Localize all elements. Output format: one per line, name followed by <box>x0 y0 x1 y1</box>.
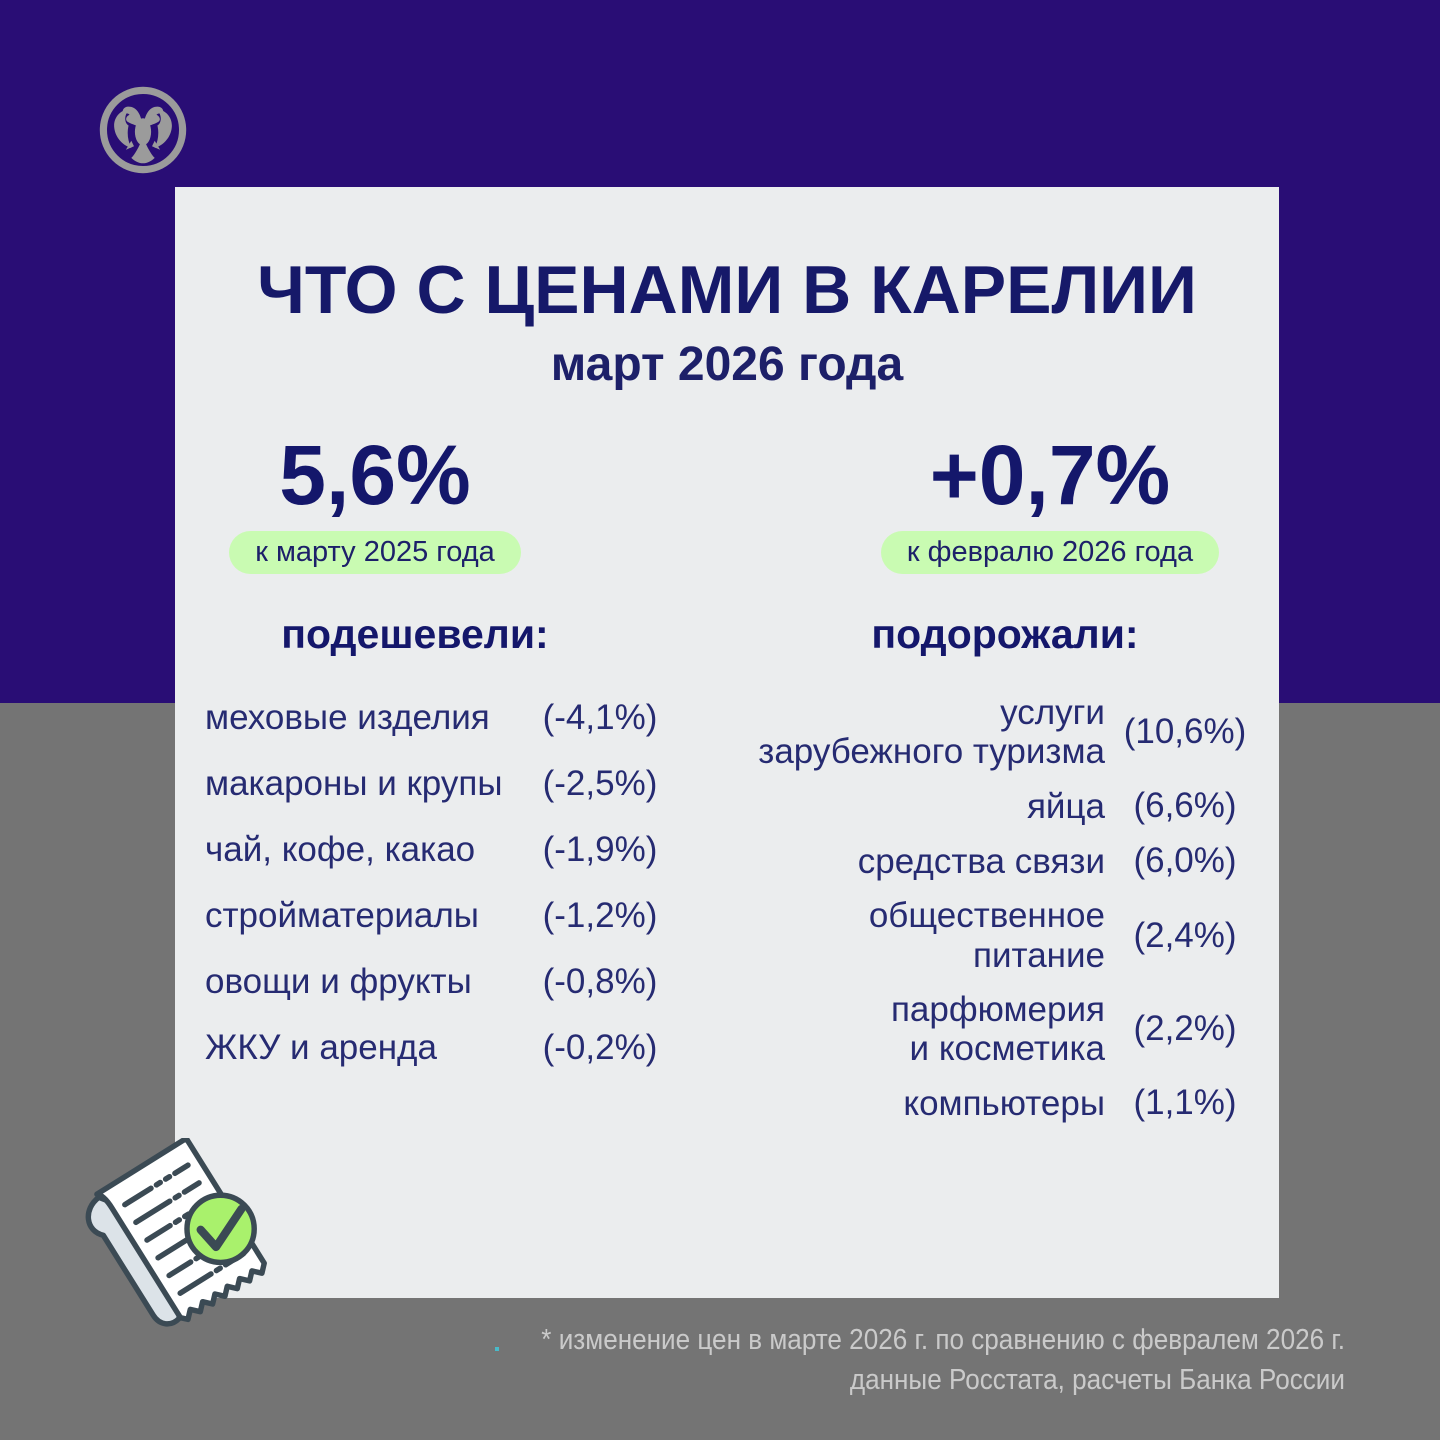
item-label: ЖКУ и аренда <box>205 1028 437 1067</box>
page-title: ЧТО С ЦЕНАМИ В КАРЕЛИИ <box>257 252 1197 328</box>
item-value: (-0,8%) <box>542 962 658 1001</box>
list-item: средства связи (6,0%) <box>695 841 1265 881</box>
cheaper-heading: подешевели: <box>281 611 549 657</box>
stat-annual-period-badge: к марту 2025 года <box>229 531 521 574</box>
item-label: чай, кофе, какао <box>205 830 476 869</box>
footnote-line2: данные Росстата, расчеты Банка России <box>849 1364 1345 1397</box>
teal-dot <box>495 1347 499 1351</box>
list-item: макароны и крупы (-2,5%) <box>205 764 670 803</box>
item-value: (2,4%) <box>1133 915 1237 955</box>
item-label: стройматериалы <box>205 896 479 935</box>
list-item: общественное питание (2,4%) <box>695 896 1265 974</box>
pricier-list: услуги зарубежного туризма (10,6%) яйца … <box>695 693 1265 1138</box>
item-label: макароны и крупы <box>205 764 503 803</box>
item-value: (-0,2%) <box>542 1028 658 1067</box>
stat-annual-value: 5,6% <box>279 428 471 522</box>
stat-monthly-period-badge: к февралю 2026 года <box>880 531 1220 574</box>
list-item: стройматериалы (-1,2%) <box>205 896 670 935</box>
list-item: ЖКУ и аренда (-0,2%) <box>205 1028 670 1067</box>
pricier-heading: подорожали: <box>871 611 1139 657</box>
page-subtitle: март 2026 года <box>550 338 904 391</box>
checkmark-icon <box>196 1204 246 1252</box>
item-value: (-1,2%) <box>542 896 658 935</box>
item-value: (6,6%) <box>1133 786 1237 826</box>
bank-of-russia-eagle-icon <box>98 85 188 175</box>
footnote: * изменение цен в марте 2026 г. по сравн… <box>541 1320 1345 1400</box>
item-label: овощи и фрукты <box>205 962 472 1001</box>
item-label: парфюмерия и косметика <box>890 989 1105 1068</box>
list-item: услуги зарубежного туризма (10,6%) <box>695 693 1265 771</box>
item-label: компьютеры <box>903 1083 1105 1123</box>
item-label: общественное питание <box>868 896 1105 975</box>
list-item: чай, кофе, какао (-1,9%) <box>205 830 670 869</box>
item-value: (1,1%) <box>1133 1083 1237 1123</box>
item-value: (2,2%) <box>1133 1008 1237 1048</box>
stat-monthly: +0,7% к февралю 2026 года <box>815 433 1285 574</box>
receipt-check-icon <box>68 1135 286 1356</box>
item-value: (-2,5%) <box>542 764 658 803</box>
list-item: меховые изделия (-4,1%) <box>205 698 670 737</box>
cheaper-list: меховые изделия (-4,1%) макароны и крупы… <box>205 698 670 1095</box>
price-card: ЧТО С ЦЕНАМИ В КАРЕЛИИ март 2026 года 5,… <box>175 187 1279 1298</box>
footnote-line1: * изменение цен в марте 2026 г. по сравн… <box>541 1324 1345 1356</box>
list-item: парфюмерия и косметика (2,2%) <box>695 990 1265 1068</box>
item-label: меховые изделия <box>205 698 490 737</box>
item-label: услуги зарубежного туризма <box>758 693 1105 772</box>
item-value: (-4,1%) <box>542 698 658 737</box>
item-value: (-1,9%) <box>542 830 658 869</box>
item-value: (10,6%) <box>1123 712 1247 752</box>
list-item: овощи и фрукты (-0,8%) <box>205 962 670 1001</box>
list-item: яйца (6,6%) <box>695 786 1265 826</box>
stat-annual: 5,6% к марту 2025 года <box>175 433 575 574</box>
list-item: компьютеры (1,1%) <box>695 1083 1265 1123</box>
eagle-logo-svg <box>99 86 187 174</box>
stat-monthly-value: +0,7% <box>929 428 1171 522</box>
receipt-svg <box>85 1135 267 1327</box>
item-label: яйца <box>1026 786 1105 826</box>
item-label: средства связи <box>857 841 1105 881</box>
item-value: (6,0%) <box>1133 841 1237 881</box>
